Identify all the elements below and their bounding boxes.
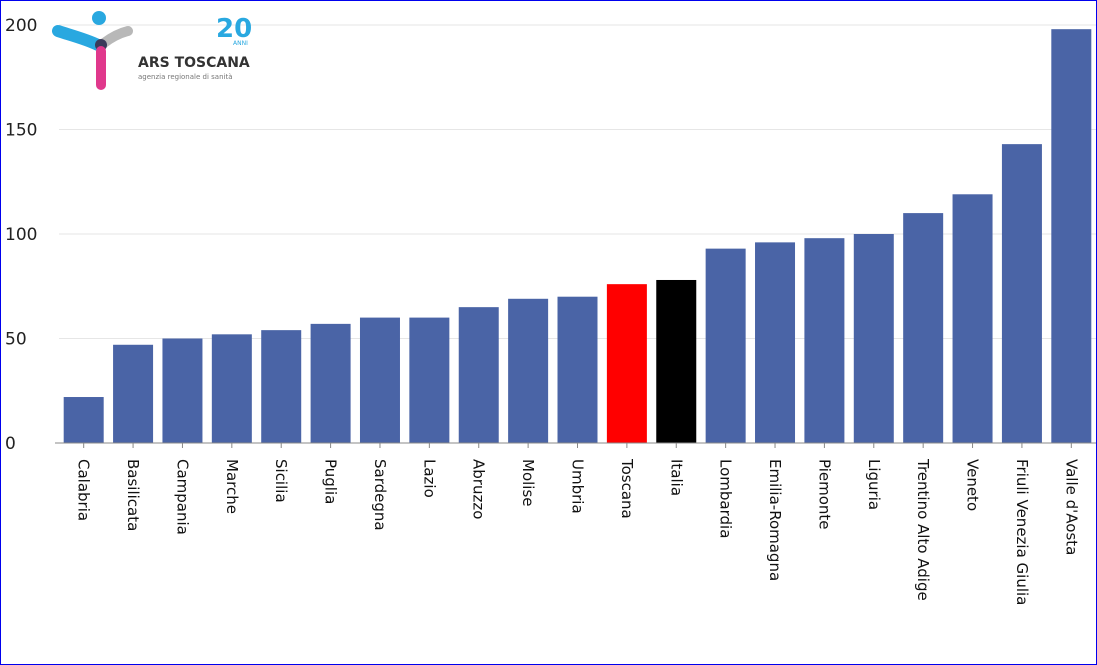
x-tick-label-molise: Molise [519, 459, 537, 507]
logo-blue-stroke [52, 25, 104, 51]
bar-veneto [952, 194, 993, 443]
bar-valle-d-aosta [1051, 29, 1092, 444]
x-tick-label-toscana: Toscana [618, 458, 636, 519]
logo-name: ARS TOSCANA [138, 55, 250, 71]
bar-abruzzo [458, 307, 499, 443]
logo-subtitle: agenzia regionale di sanità [138, 73, 232, 81]
bar-emilia-romagna [755, 242, 796, 443]
bar-friuli-venezia-giulia [1001, 144, 1042, 443]
x-tick-label-puglia: Puglia [322, 459, 340, 504]
bar-molise [508, 298, 549, 443]
x-tick-label-emilia-romagna: Emilia-Romagna [766, 459, 784, 581]
bar-piemonte [804, 238, 845, 443]
bar-puglia [310, 323, 351, 443]
x-tick-label-campania: Campania [173, 459, 191, 535]
logo-head-dot [92, 11, 106, 25]
x-tick-label-calabria: Calabria [75, 459, 93, 521]
logo-anniversary-word: ANNI [233, 40, 248, 47]
bar-italia [656, 279, 697, 443]
bar-umbria [557, 296, 598, 443]
bar-trentino-alto-adige [903, 213, 944, 443]
logo-grey-stroke [99, 26, 133, 48]
x-tick-label-lazio: Lazio [420, 459, 438, 498]
bar-liguria [853, 234, 894, 443]
x-tick-label-basilicata: Basilicata [124, 459, 142, 531]
bar-marche [211, 334, 252, 443]
ars-toscana-logo: 20 ANNI ARS TOSCANA agenzia regionale di… [52, 11, 252, 90]
bar-campania [162, 338, 203, 443]
x-tick-label-friuli-venezia-giulia: Friuli Venezia Giulia [1013, 459, 1031, 605]
x-tick-label-italia: Italia [667, 459, 685, 496]
x-tick-label-abruzzo: Abruzzo [470, 459, 488, 519]
x-axis-labels: Calabria Basilicata Campania Marche Sicilia P… [75, 443, 1080, 605]
y-axis-ticks: 0 50 100 150 200 [5, 16, 37, 454]
bar-basilicata [113, 344, 154, 443]
x-tick-label-umbria: Umbria [569, 459, 587, 514]
x-tick-label-liguria: Liguria [865, 459, 883, 510]
y-tick-label-100: 100 [5, 225, 37, 245]
bar-lazio [409, 317, 450, 443]
bar-sicilia [261, 330, 302, 443]
x-tick-label-trentino-alto-adige: Trentino Alto Adige [914, 458, 932, 601]
x-tick-label-veneto: Veneto [964, 459, 982, 511]
bars [63, 29, 1092, 444]
bar-calabria [63, 397, 104, 443]
x-tick-label-lombardia: Lombardia [717, 459, 735, 538]
logo-anniversary: 20 [216, 14, 252, 44]
bar-sardegna [359, 317, 400, 443]
y-tick-label-0: 0 [5, 434, 16, 454]
y-tick-label-50: 50 [5, 330, 27, 350]
y-tick-label-150: 150 [5, 121, 37, 141]
x-tick-label-marche: Marche [223, 459, 241, 514]
bar-toscana [606, 284, 647, 443]
x-tick-label-sardegna: Sardegna [371, 459, 389, 531]
x-tick-label-sicilia: Sicilia [272, 459, 290, 503]
bar-lombardia [705, 248, 746, 443]
x-tick-label-piemonte: Piemonte [815, 459, 833, 530]
y-tick-label-200: 200 [5, 16, 37, 36]
x-tick-label-valle-d-aosta: Valle d'Aosta [1062, 459, 1080, 555]
